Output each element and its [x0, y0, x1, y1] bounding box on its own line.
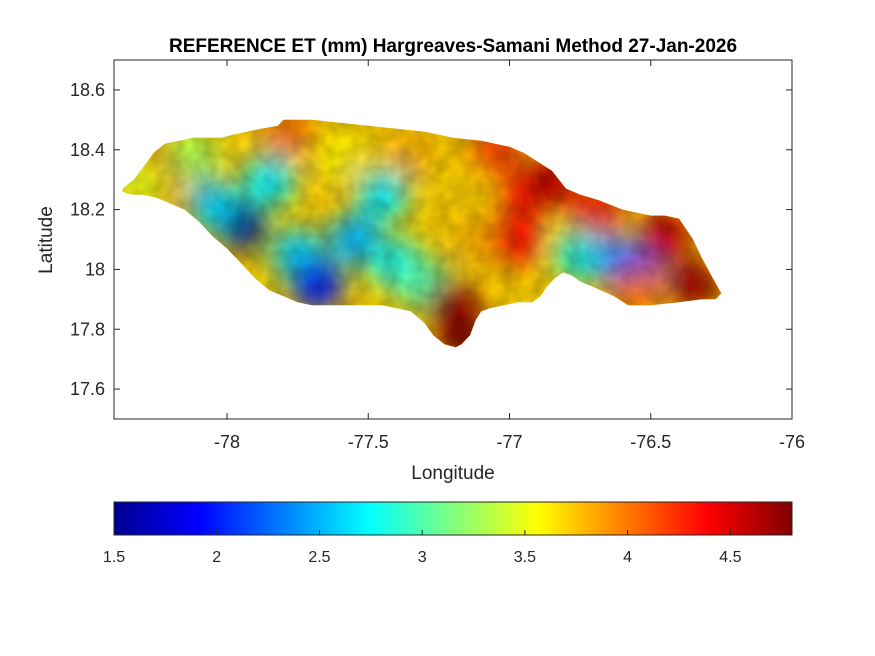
- y-tick-label: 17.6: [70, 379, 105, 399]
- x-tick-label: -77: [496, 432, 522, 452]
- x-tick-label: -78: [214, 432, 240, 452]
- colorbar-tick-label: 3: [418, 549, 427, 566]
- x-axis: -78 -77.5 -77 -76.5 -76: [214, 60, 805, 452]
- y-tick-label: 17.8: [70, 319, 105, 339]
- colorbar-tick-label: 4.5: [719, 549, 741, 566]
- x-tick-label: -76: [779, 432, 805, 452]
- colorbar-ticks: 1.5 2 2.5 3 3.5 4 4.5: [103, 530, 742, 566]
- y-tick-label: 18.2: [70, 200, 105, 220]
- colorbar-tick-label: 2: [212, 549, 221, 566]
- chart-title: REFERENCE ET (mm) Hargreaves-Samani Meth…: [169, 36, 737, 57]
- y-axis-label: Latitude: [36, 206, 57, 274]
- x-tick-label: -76.5: [630, 432, 671, 452]
- colorbar-tick-label: 1.5: [103, 549, 125, 566]
- colorbar-tick-label: 4: [623, 549, 632, 566]
- y-axis: 17.6 17.8 18 18.2 18.4 18.6: [70, 80, 792, 399]
- y-tick-label: 18.4: [70, 140, 105, 160]
- colorbar-tick-label: 3.5: [514, 549, 536, 566]
- x-tick-label: -77.5: [348, 432, 389, 452]
- colorbar-tick-label: 2.5: [308, 549, 330, 566]
- y-tick-label: 18: [85, 259, 105, 279]
- x-axis-label: Longitude: [411, 463, 494, 484]
- colorbar: [113, 501, 793, 536]
- y-tick-label: 18.6: [70, 80, 105, 100]
